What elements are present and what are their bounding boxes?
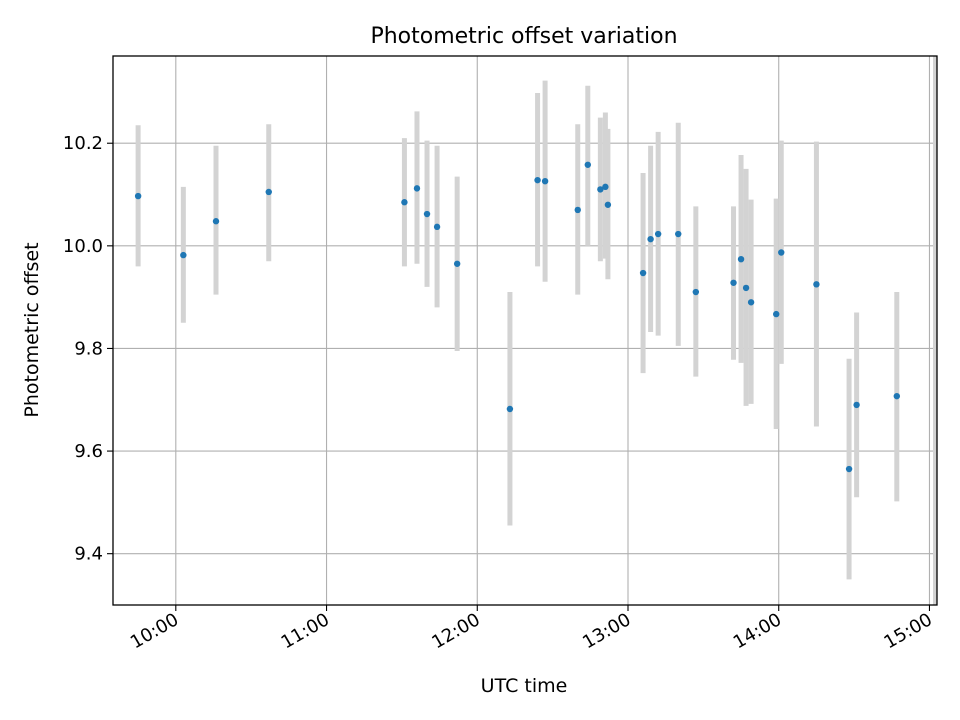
x-tick-label: 11:00	[278, 609, 333, 653]
data-point	[134, 192, 142, 200]
y-tick-label: 9.6	[74, 441, 103, 462]
data-point	[675, 230, 682, 238]
data-point	[433, 223, 441, 231]
x-tick-label: 10:00	[127, 609, 182, 653]
data-point	[534, 176, 541, 184]
data-point	[639, 269, 647, 277]
x-tick-label: 13:00	[579, 609, 634, 653]
data-point	[453, 260, 461, 267]
data-point	[604, 201, 612, 208]
y-axis-label: Photometric offset	[21, 242, 43, 417]
data-point	[654, 230, 662, 238]
x-tick-label: 12:00	[428, 609, 483, 653]
x-tick-label: 14:00	[730, 609, 785, 653]
grid-lines	[113, 56, 937, 605]
data-point	[853, 401, 860, 409]
data-point	[730, 279, 737, 286]
error-bars	[135, 56, 937, 605]
data-point	[813, 281, 820, 288]
data-point	[893, 392, 901, 400]
chart-title: Photometric offset variation	[370, 24, 677, 49]
data-point	[212, 218, 220, 225]
data-point	[265, 188, 272, 196]
data-point	[845, 465, 853, 473]
plot-frame	[112, 55, 938, 606]
y-tick-label: 9.8	[74, 338, 103, 359]
data-point	[180, 251, 187, 259]
data-point	[737, 255, 745, 263]
y-tick-label: 10.0	[63, 236, 103, 257]
y-tick-label: 9.4	[74, 544, 103, 565]
data-points	[134, 161, 901, 473]
data-point	[747, 299, 755, 306]
data-point	[574, 206, 581, 214]
y-tick-label: 10.2	[63, 133, 103, 154]
data-point	[742, 284, 750, 292]
axis-ticks: 10:00 11:00 12:00 13:00 14:00 15:00 9.4 9.6 9.8 1…	[63, 133, 936, 653]
data-point	[597, 186, 604, 193]
data-point	[584, 161, 592, 168]
data-point	[413, 185, 421, 192]
data-point	[423, 210, 431, 218]
data-point	[773, 310, 780, 318]
data-point	[647, 235, 654, 243]
x-tick-label: 15:00	[881, 609, 936, 653]
data-point	[602, 183, 609, 191]
data-point	[506, 405, 514, 413]
data-point	[692, 288, 700, 296]
data-point	[778, 249, 785, 256]
data-point	[401, 199, 408, 206]
data-point	[541, 177, 549, 185]
x-axis-label: UTC time	[481, 675, 568, 697]
